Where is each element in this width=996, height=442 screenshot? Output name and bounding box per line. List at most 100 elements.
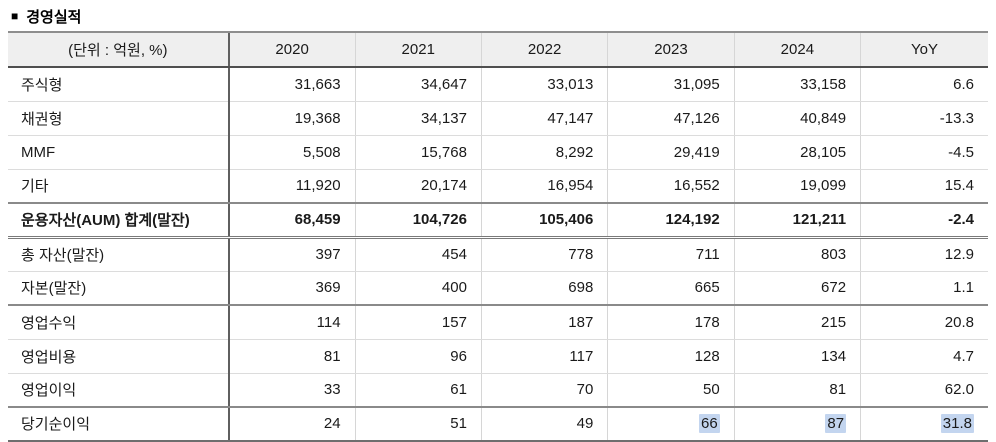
cell: 4.7 <box>860 339 988 374</box>
row-label: 영업이익 <box>8 373 229 408</box>
table-row-other: 기타 11,920 20,174 16,954 16,552 19,099 15… <box>8 169 988 204</box>
cell: 47,147 <box>480 101 608 136</box>
section-title-text: 경영실적 <box>26 8 82 26</box>
row-label: MMF <box>8 135 229 170</box>
cell: 28,105 <box>733 135 861 170</box>
table-row-total-assets: 총 자산(말잔) 397 454 778 711 803 12.9 <box>8 237 988 272</box>
cell: 15.4 <box>860 169 988 204</box>
cell: 124,192 <box>607 203 735 239</box>
cell: 70 <box>480 373 608 408</box>
cell: 20,174 <box>354 169 482 204</box>
row-label: 영업수익 <box>8 305 229 340</box>
cell: 698 <box>480 271 608 306</box>
row-label: 채권형 <box>8 101 229 136</box>
cell: 34,137 <box>354 101 482 136</box>
table-row-operating-revenue: 영업수익 114 157 187 178 215 20.8 <box>8 305 988 340</box>
cell: 665 <box>607 271 735 306</box>
cell: 81 <box>227 339 356 374</box>
cell: 61 <box>354 373 482 408</box>
cell: 24 <box>227 407 356 442</box>
cell: 369 <box>227 271 356 306</box>
cell: 34,647 <box>354 67 482 102</box>
table-row-mmf: MMF 5,508 15,768 8,292 29,419 28,105 -4.… <box>8 135 988 170</box>
cell: 33,158 <box>733 67 861 102</box>
section-bullet-icon: ■ <box>11 9 19 23</box>
cell: 47,126 <box>607 101 735 136</box>
table-row-aum-total: 운용자산(AUM) 합계(말잔) 68,459 104,726 105,406 … <box>8 203 988 239</box>
row-label: 당기순이익 <box>8 407 229 442</box>
cell: 187 <box>480 305 608 340</box>
cell: 96 <box>354 339 482 374</box>
row-label: 운용자산(AUM) 합계(말잔) <box>8 203 229 239</box>
table-row-net-profit: 당기순이익 24 51 49 66 87 31.8 <box>8 407 988 442</box>
cell: 134 <box>733 339 861 374</box>
cell: 31,095 <box>607 67 735 102</box>
cell: 50 <box>607 373 735 408</box>
highlighted-value: 31.8 <box>940 414 974 434</box>
cell: 40,849 <box>733 101 861 136</box>
cell: 81 <box>733 373 861 408</box>
cell: 49 <box>480 407 608 442</box>
cell: 8,292 <box>480 135 608 170</box>
cell: 11,920 <box>227 169 356 204</box>
cell: 31,663 <box>227 67 356 102</box>
cell: 29,419 <box>607 135 735 170</box>
cell: 105,406 <box>480 203 608 239</box>
cell: 711 <box>607 237 735 272</box>
column-header-2021: 2021 <box>354 31 482 68</box>
cell: 51 <box>354 407 482 442</box>
table-header-row: (단위 : 억원, %) 2020 2021 2022 2023 2024 Yo… <box>8 31 988 68</box>
cell: 104,726 <box>354 203 482 239</box>
cell: 5,508 <box>227 135 356 170</box>
cell: 31.8 <box>860 407 988 442</box>
cell: 128 <box>607 339 735 374</box>
row-label: 기타 <box>8 169 229 204</box>
cell: 121,211 <box>733 203 861 239</box>
cell: 157 <box>354 305 482 340</box>
column-header-2024: 2024 <box>733 31 861 68</box>
table-row-equity: 자본(말잔) 369 400 698 665 672 1.1 <box>8 271 988 306</box>
cell: 19,368 <box>227 101 356 136</box>
performance-table: (단위 : 억원, %) 2020 2021 2022 2023 2024 Yo… <box>8 31 988 442</box>
row-label: 자본(말잔) <box>8 271 229 306</box>
column-header-2020: 2020 <box>227 31 356 68</box>
cell: 400 <box>354 271 482 306</box>
cell: 454 <box>354 237 482 272</box>
column-header-2023: 2023 <box>607 31 735 68</box>
cell: 20.8 <box>860 305 988 340</box>
cell: 16,954 <box>480 169 608 204</box>
highlighted-value: 66 <box>698 414 720 434</box>
cell: 68,459 <box>227 203 356 239</box>
cell: 178 <box>607 305 735 340</box>
cell: 33 <box>227 373 356 408</box>
cell: 778 <box>480 237 608 272</box>
cell: -13.3 <box>860 101 988 136</box>
table-row-operating-expenses: 영업비용 81 96 117 128 134 4.7 <box>8 339 988 374</box>
column-header-yoy: YoY <box>860 31 988 68</box>
cell: 6.6 <box>860 67 988 102</box>
table-row-operating-profit: 영업이익 33 61 70 50 81 62.0 <box>8 373 988 408</box>
cell: 16,552 <box>607 169 735 204</box>
section-title: ■ 경영실적 <box>0 0 996 26</box>
cell: -2.4 <box>860 203 988 239</box>
cell: 12.9 <box>860 237 988 272</box>
cell: 19,099 <box>733 169 861 204</box>
row-label: 총 자산(말잔) <box>8 237 229 272</box>
table-row-bond-funds: 채권형 19,368 34,137 47,147 47,126 40,849 -… <box>8 101 988 136</box>
cell: 803 <box>733 237 861 272</box>
cell: 1.1 <box>860 271 988 306</box>
row-label: 영업비용 <box>8 339 229 374</box>
cell: 397 <box>227 237 356 272</box>
cell: -4.5 <box>860 135 988 170</box>
highlighted-value: 87 <box>825 414 847 434</box>
cell: 114 <box>227 305 356 340</box>
row-label: 주식형 <box>8 67 229 102</box>
cell: 87 <box>733 407 861 442</box>
cell: 62.0 <box>860 373 988 408</box>
unit-header: (단위 : 억원, %) <box>8 31 229 68</box>
cell: 215 <box>733 305 861 340</box>
cell: 672 <box>733 271 861 306</box>
column-header-2022: 2022 <box>480 31 608 68</box>
cell: 15,768 <box>354 135 482 170</box>
